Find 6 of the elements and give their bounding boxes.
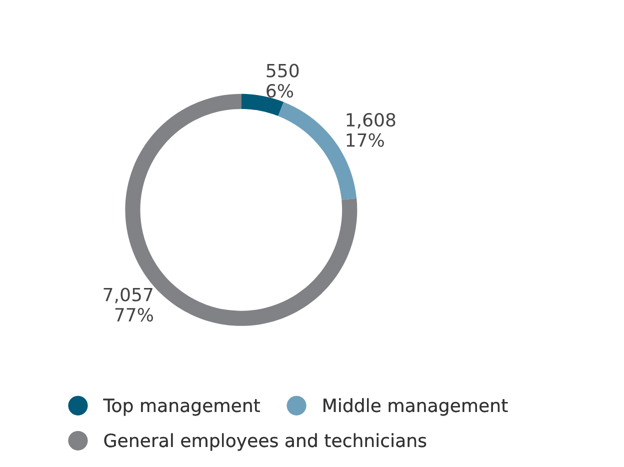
data-label: 550 6% (266, 64, 299, 98)
legend-label: Top management (103, 398, 260, 416)
data-label: 1,608 17% (346, 113, 396, 147)
legend-label: General employees and technicians (104, 433, 426, 451)
data-label: 7,057 77% (104, 288, 153, 322)
legend-label: Middle management (324, 398, 508, 416)
